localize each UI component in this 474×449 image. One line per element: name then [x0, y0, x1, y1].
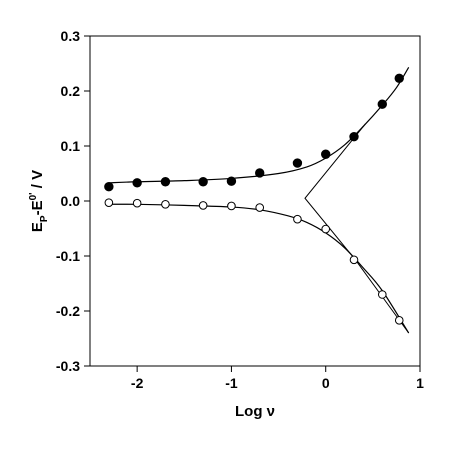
x-tick-label: -2: [131, 375, 144, 391]
y-tick-label: 0.2: [61, 83, 81, 99]
y-axis-title-suffix: / V: [29, 170, 46, 193]
oxidation-peak-point: [292, 158, 303, 168]
reduction-peak-point: [377, 290, 387, 299]
x-tick-label: 1: [416, 375, 424, 391]
oxidation-peak-point: [321, 149, 331, 159]
oxidation-peak-point: [104, 182, 114, 192]
y-tick-label: 0.0: [61, 193, 81, 209]
reduction-peak-point: [198, 201, 208, 210]
fit-curve: [108, 203, 410, 334]
tick-labels-layer: -2 -1 0 1 -0.3 -0.2 -0.1 0.0 0.1 0.2 0.3: [56, 28, 424, 391]
oxidation-peak-point: [377, 99, 387, 109]
reduction-peak-point: [104, 198, 114, 207]
oxidation-peak-point: [394, 73, 404, 84]
reduction-peak-point: [321, 224, 331, 234]
oxidation-peak-point: [226, 176, 237, 186]
x-tick-label: 0: [322, 375, 330, 391]
reduction-peak-point: [161, 200, 170, 209]
reduction-peak-point: [132, 198, 142, 208]
fit-lines-layer: [108, 67, 410, 334]
oxidation-peak-point: [160, 177, 171, 187]
asymptote-line: [304, 123, 410, 334]
y-axis-title-sub: P: [39, 215, 50, 222]
reduction-peak-point: [293, 214, 302, 224]
reduction-peak-point: [394, 316, 404, 325]
y-axis-title-sup: 0': [28, 192, 39, 200]
reduction-peak-point: [255, 203, 265, 212]
y-axis-title-middle: -E: [29, 200, 46, 215]
fit-curve: [108, 67, 410, 184]
y-tick-label: -0.2: [56, 303, 80, 319]
data-points-layer: [104, 73, 404, 325]
y-tick-label: 0.1: [61, 138, 81, 154]
oxidation-peak-point: [255, 168, 265, 178]
oxidation-peak-point: [349, 131, 359, 142]
x-axis-title: Log ν: [235, 403, 275, 420]
reduction-peak-point: [227, 201, 236, 211]
y-tick-label: 0.3: [61, 28, 81, 44]
reduction-peak-point: [349, 255, 359, 265]
y-axis-title: EP-E0' / V: [28, 170, 50, 232]
y-tick-label: -0.1: [56, 248, 80, 264]
y-tick-label: -0.3: [56, 358, 80, 374]
y-axis-title-e: E: [29, 222, 46, 232]
oxidation-peak-point: [198, 177, 208, 187]
x-tick-label: -1: [225, 375, 238, 391]
oxidation-peak-point: [132, 178, 142, 188]
axis-ticks-layer: [84, 35, 421, 372]
